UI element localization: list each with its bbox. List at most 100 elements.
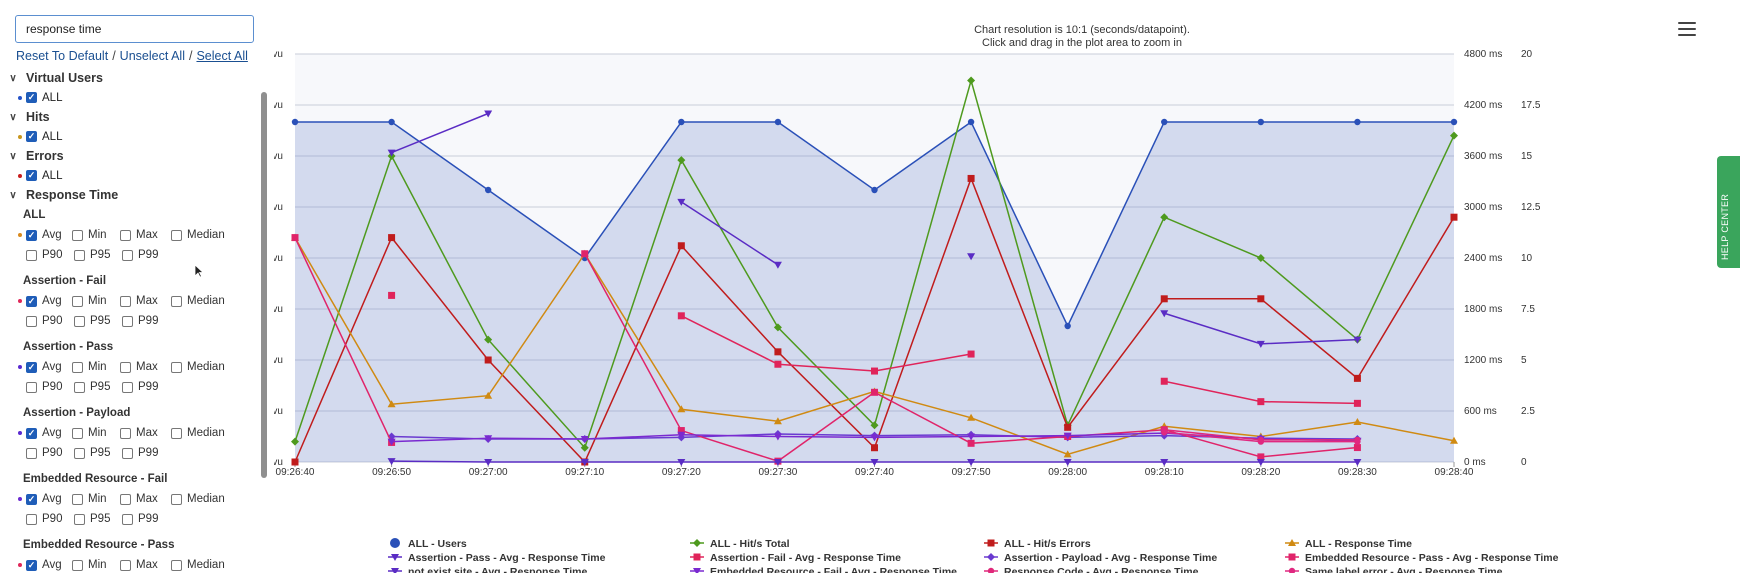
data-point-marker[interactable]	[484, 110, 493, 118]
min-checkbox[interactable]	[72, 361, 83, 373]
min-checkbox[interactable]	[72, 559, 83, 571]
max-checkbox[interactable]	[120, 427, 131, 439]
option-max[interactable]: Max	[120, 229, 171, 241]
option-max[interactable]: Max	[120, 559, 171, 571]
data-point-marker[interactable]	[967, 174, 975, 182]
option-max[interactable]: Max	[120, 361, 171, 373]
option-p99[interactable]: P99	[122, 381, 158, 393]
series-all-hit-s-total[interactable]	[291, 76, 1458, 452]
data-point-marker[interactable]	[1353, 374, 1361, 382]
option-p95[interactable]: P95	[74, 513, 122, 525]
data-point-marker[interactable]	[677, 156, 686, 165]
data-point-marker[interactable]	[1450, 436, 1458, 444]
chevron-down-icon[interactable]: ∨	[9, 111, 17, 123]
group-item[interactable]: ALL	[0, 88, 255, 107]
help-center-tab[interactable]: HELP CENTER	[1717, 156, 1740, 268]
data-point-marker[interactable]	[1064, 423, 1072, 431]
legend-item[interactable]: ALL - Hit/s Total	[690, 538, 790, 550]
data-point-marker[interactable]	[388, 234, 396, 242]
chevron-down-icon[interactable]: ∨	[9, 72, 17, 84]
legend-item[interactable]: not exist site - Avg - Response Time	[388, 566, 587, 573]
option-p99[interactable]: P99	[122, 513, 158, 525]
option-p90[interactable]: P90	[26, 249, 74, 261]
p99-checkbox[interactable]	[122, 513, 133, 525]
data-point-marker[interactable]	[967, 433, 976, 441]
legend-symbol[interactable]	[987, 553, 995, 561]
data-point-marker[interactable]	[677, 198, 686, 206]
option-median[interactable]: Median	[171, 295, 225, 307]
data-point-marker[interactable]	[677, 459, 686, 466]
option-median[interactable]: Median	[171, 493, 225, 505]
chevron-down-icon[interactable]: ∨	[9, 150, 17, 162]
data-point-marker[interactable]	[1160, 459, 1169, 466]
series-assertion-fail-avg-response-time[interactable]	[388, 291, 1361, 407]
option-p99[interactable]: P99	[122, 249, 158, 261]
legend-item[interactable]: Assertion - Pass - Avg - Response Time	[388, 552, 606, 564]
group-header[interactable]: ∨ Response Time	[0, 185, 255, 205]
data-point-marker[interactable]	[1160, 213, 1169, 222]
p99-checkbox[interactable]	[122, 381, 133, 393]
response-time-chart[interactable]: 0 vu 0 ms 0 1.5 vu 600 ms 2.5 3 vu 1200 ms 5 4.5 …	[274, 0, 1714, 573]
avg-checkbox[interactable]	[26, 361, 37, 373]
data-point-marker[interactable]	[388, 118, 395, 126]
data-point-marker[interactable]	[871, 186, 878, 194]
option-p95[interactable]: P95	[74, 447, 122, 459]
max-checkbox[interactable]	[120, 295, 131, 307]
reset-to-default-link[interactable]: Reset To Default	[16, 49, 109, 63]
data-point-marker[interactable]	[1161, 118, 1168, 126]
hamburger-menu-icon[interactable]	[1678, 22, 1696, 38]
series-all-users[interactable]	[291, 118, 1458, 462]
option-median[interactable]: Median	[171, 559, 225, 571]
data-point-marker[interactable]	[1450, 131, 1458, 140]
data-point-marker[interactable]	[1257, 295, 1265, 303]
data-point-marker[interactable]	[773, 323, 782, 332]
p90-checkbox[interactable]	[26, 315, 37, 327]
option-p90[interactable]: P90	[26, 381, 74, 393]
data-point-marker[interactable]	[484, 335, 493, 344]
p95-checkbox[interactable]	[74, 249, 85, 261]
data-point-marker[interactable]	[1256, 340, 1265, 348]
data-point-marker[interactable]	[291, 118, 299, 126]
p99-checkbox[interactable]	[122, 315, 133, 327]
series-assertion-pass-avg-response-time[interactable]	[387, 110, 1362, 348]
data-point-marker[interactable]	[1450, 213, 1458, 221]
option-max[interactable]: Max	[120, 295, 171, 307]
data-point-marker[interactable]	[677, 242, 685, 250]
data-point-marker[interactable]	[1160, 295, 1168, 303]
series-same-label-error-avg-response-time[interactable]	[1161, 429, 1361, 445]
data-point-marker[interactable]	[1353, 336, 1362, 344]
data-point-marker[interactable]	[580, 436, 589, 444]
median-checkbox[interactable]	[171, 427, 182, 439]
item-checkbox[interactable]	[26, 131, 37, 142]
option-max[interactable]: Max	[120, 493, 171, 505]
p95-checkbox[interactable]	[74, 447, 85, 459]
avg-checkbox[interactable]	[26, 559, 37, 571]
max-checkbox[interactable]	[120, 229, 131, 241]
data-point-marker[interactable]	[484, 356, 492, 364]
data-point-marker[interactable]	[291, 234, 299, 242]
legend-item[interactable]: Embedded Resource - Pass - Avg - Respons…	[1285, 552, 1559, 564]
legend-symbol[interactable]	[693, 568, 701, 573]
data-point-marker[interactable]	[484, 459, 493, 466]
option-p99[interactable]: P99	[122, 447, 158, 459]
group-item[interactable]: ALL	[0, 127, 255, 146]
p90-checkbox[interactable]	[26, 381, 37, 393]
group-header[interactable]: ∨ Errors	[0, 146, 255, 166]
p95-checkbox[interactable]	[74, 513, 85, 525]
data-point-marker[interactable]	[484, 186, 492, 194]
legend-symbol[interactable]	[987, 567, 995, 573]
data-point-marker[interactable]	[967, 118, 975, 126]
data-point-marker[interactable]	[1063, 432, 1072, 440]
data-point-marker[interactable]	[1353, 399, 1361, 407]
data-point-marker[interactable]	[967, 439, 975, 447]
option-min[interactable]: Min	[72, 229, 120, 241]
group-header[interactable]: ∨ Hits	[0, 107, 255, 127]
avg-checkbox[interactable]	[26, 493, 37, 505]
data-point-marker[interactable]	[291, 437, 299, 446]
avg-checkbox[interactable]	[26, 295, 37, 307]
legend-item[interactable]: ALL - Users	[390, 538, 467, 550]
legend-symbol[interactable]	[987, 539, 995, 547]
legend-item[interactable]: ALL - Response Time	[1285, 538, 1412, 550]
option-median[interactable]: Median	[171, 427, 225, 439]
series-all-hit-s-errors[interactable]	[291, 174, 1458, 466]
